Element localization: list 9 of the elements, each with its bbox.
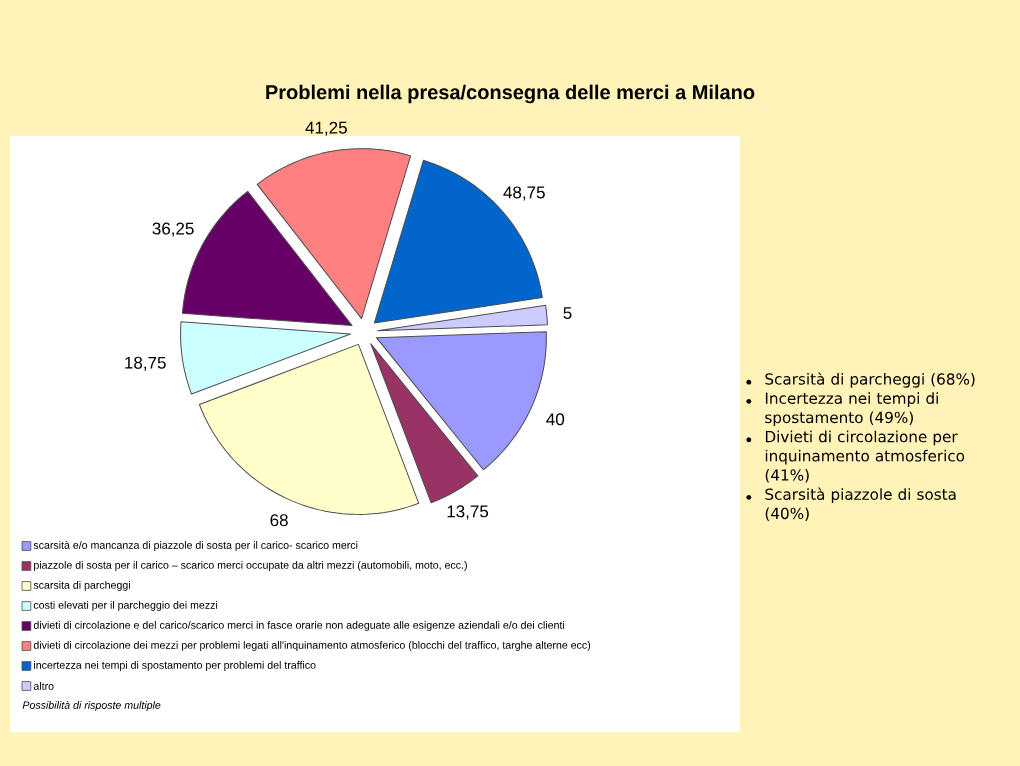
data-label: 68: [270, 514, 288, 527]
data-label: 48,75: [503, 186, 545, 201]
data-label: 5: [563, 307, 572, 320]
data-label: 13,75: [447, 505, 489, 520]
data-label: 18,75: [125, 356, 166, 371]
chart-title: Problemi nella presa/consegna delle merci a Milano: [266, 84, 755, 104]
data-label: 40: [546, 413, 565, 426]
data-label: 36,25: [152, 222, 194, 237]
data-label: 41,25: [305, 121, 347, 136]
